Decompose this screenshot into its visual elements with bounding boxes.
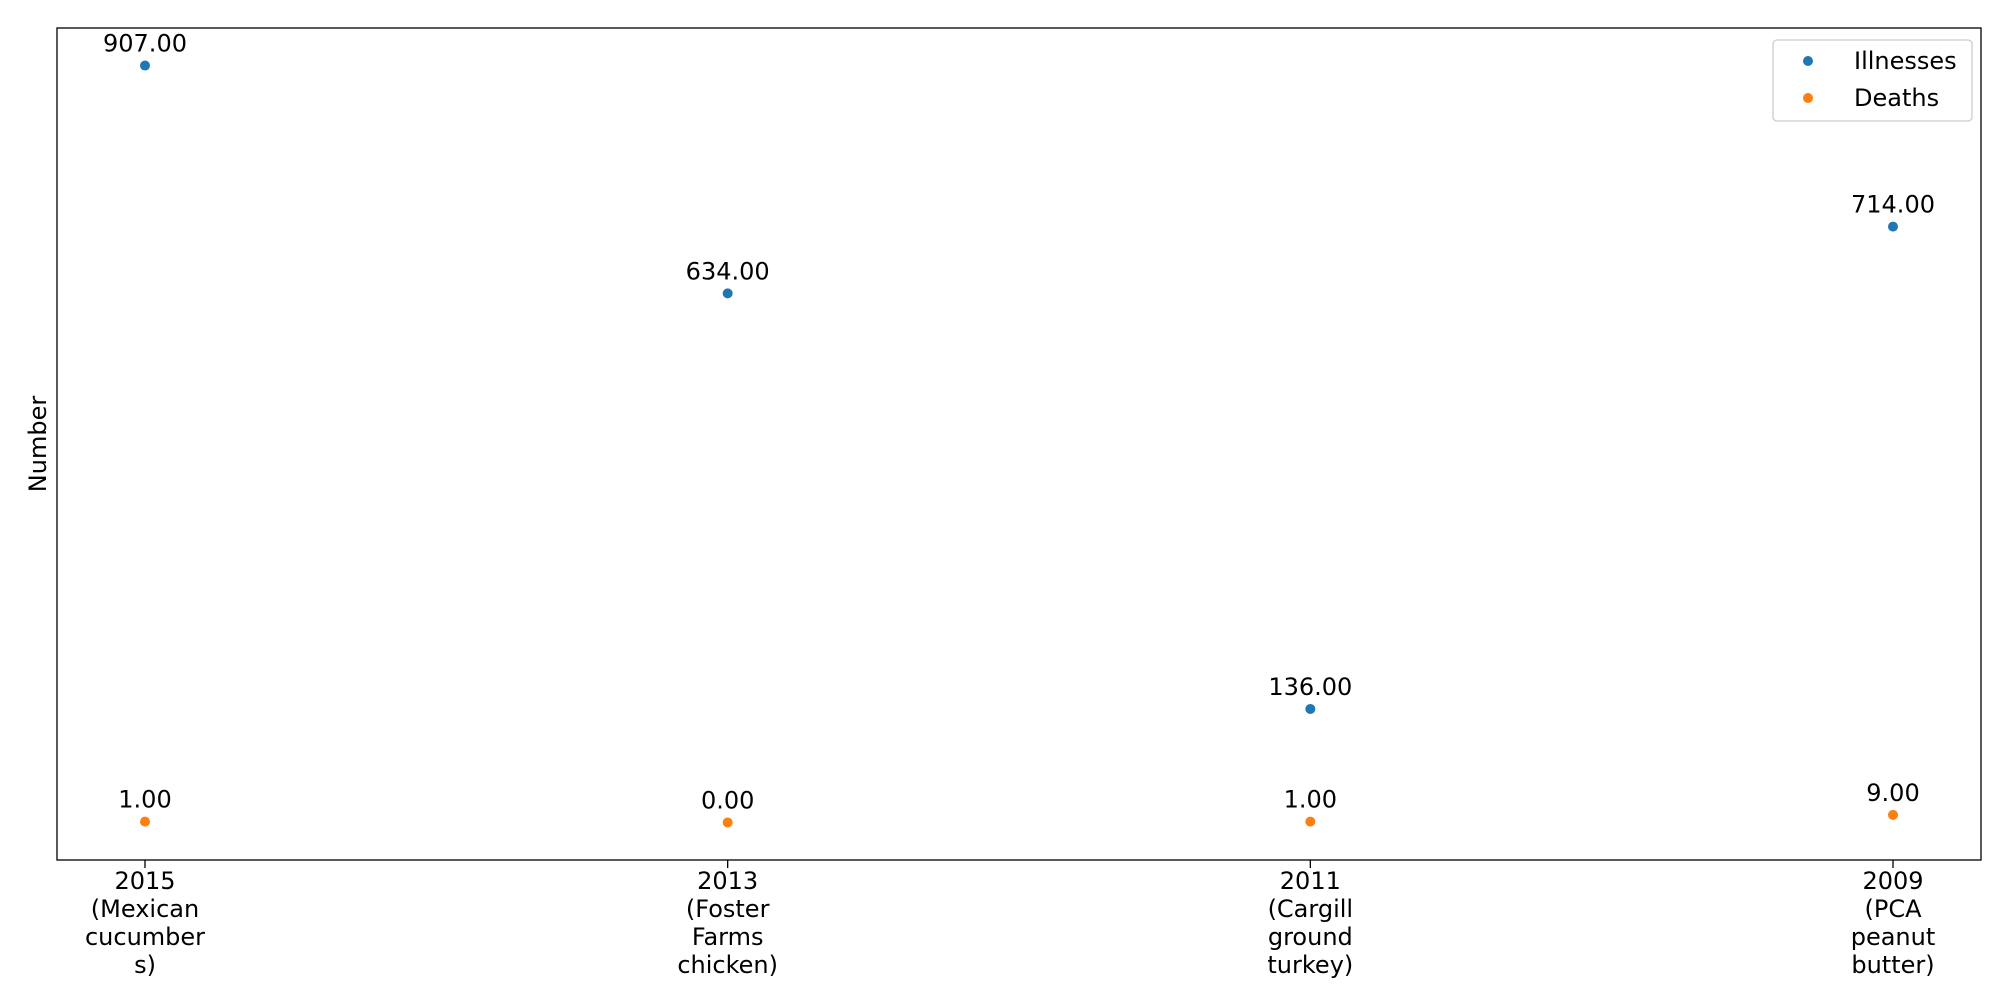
data-label-deaths: 9.00 <box>1866 779 1919 807</box>
x-tick-label: 2011 (Cargill ground turkey) <box>1267 867 1353 979</box>
point-illnesses <box>1305 703 1316 714</box>
plot-frame <box>56 27 1982 861</box>
point-illnesses <box>1888 221 1898 232</box>
legend-entry-illnesses: Illnesses <box>1854 47 1957 75</box>
point-deaths <box>1888 809 1898 820</box>
x-axis-ticks: 2015 (Mexican cucumber s) 2013 (Foster Farms ch… <box>85 860 1935 979</box>
point-illnesses <box>722 288 733 299</box>
legend-entry-deaths: Deaths <box>1854 84 1939 112</box>
x-tick-label: 2013 (Foster Farms chicken) <box>677 867 778 979</box>
legend-box <box>1772 39 1973 122</box>
chart-marks: 907.00 634.00 136.00 714.00 1.00 0.00 1.00 9.00 <box>103 30 1935 828</box>
y-axis-title: Number <box>24 396 52 493</box>
data-label-deaths: 1.00 <box>118 786 171 814</box>
data-label-illnesses: 634.00 <box>686 257 770 285</box>
legend: Illnesses Deaths <box>1772 39 1973 122</box>
legend-marker-deaths <box>1803 93 1813 103</box>
data-label-illnesses: 907.00 <box>103 30 187 58</box>
point-deaths <box>1305 816 1316 827</box>
data-label-deaths: 1.00 <box>1284 786 1337 814</box>
point-deaths <box>140 816 150 827</box>
x-tick-label: 2015 (Mexican cucumber s) <box>85 867 205 979</box>
data-label-deaths: 0.00 <box>701 786 754 814</box>
legend-marker-illnesses <box>1803 56 1813 66</box>
x-tick-label: 2009 (PCA peanut butter) <box>1851 867 1936 979</box>
point-illnesses <box>140 60 150 71</box>
data-label-illnesses: 714.00 <box>1851 191 1935 219</box>
point-deaths <box>722 817 733 828</box>
data-label-illnesses: 136.00 <box>1268 673 1352 701</box>
